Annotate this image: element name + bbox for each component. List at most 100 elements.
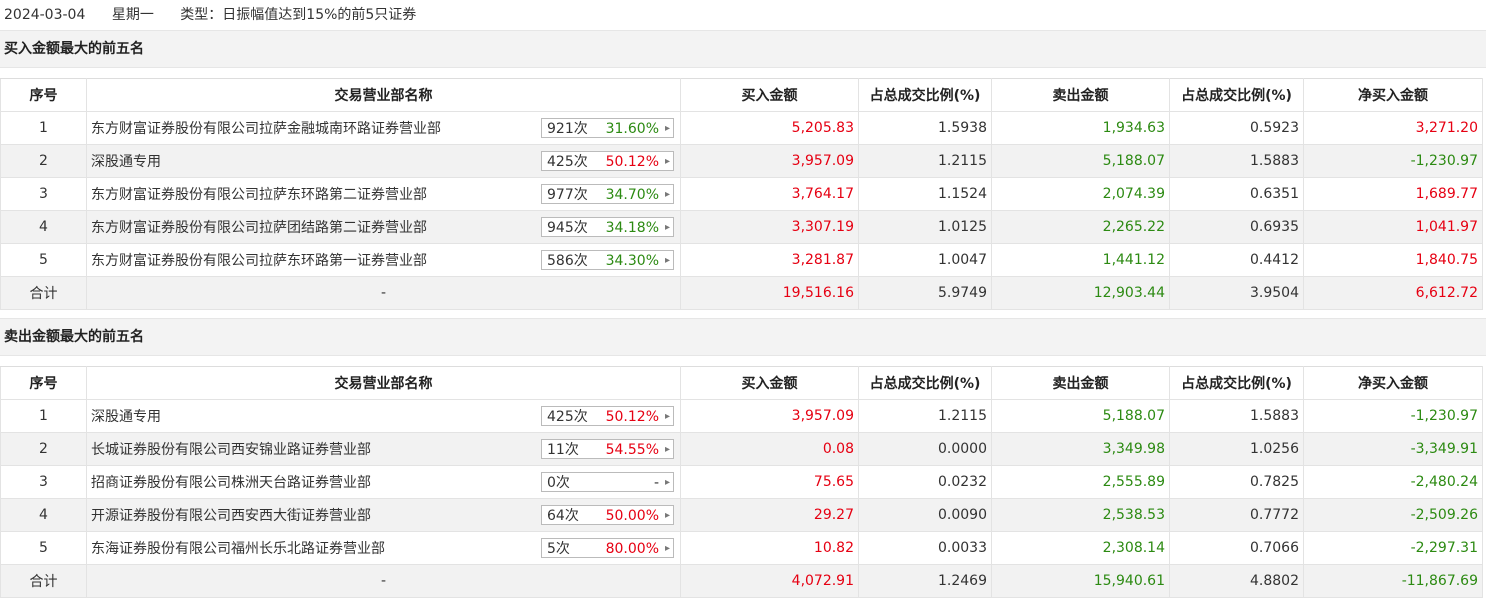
sell-amount: 2,538.53 (991, 498, 1170, 532)
buy-ratio: 1.2115 (858, 399, 992, 433)
sell-ratio: 1.5883 (1169, 399, 1304, 433)
broker-name-cell: 东海证券股份有限公司福州长乐北路证券营业部 5次 80.00% ▸ (86, 531, 681, 565)
table-row: 5 东方财富证券股份有限公司拉萨东环路第一证券营业部 586次 34.30% ▸ 3,28… (0, 243, 1483, 277)
on-list-stats-button[interactable]: 921次 31.60% ▸ (541, 118, 674, 138)
total-buy-amount: 4,072.91 (680, 564, 859, 598)
on-list-count: 64次 (547, 508, 579, 524)
col-buy-ratio: 占总成交比例(%) (858, 78, 992, 112)
col-net-buy: 净买入金额 (1303, 366, 1483, 400)
on-list-count: 945次 (547, 220, 588, 236)
on-list-stats-button[interactable]: 0次 - ▸ (541, 472, 674, 492)
col-sell-ratio: 占总成交比例(%) (1169, 366, 1304, 400)
broker-name-cell: 深股通专用 425次 50.12% ▸ (86, 144, 681, 178)
buy-amount: 29.27 (680, 498, 859, 532)
buy-amount: 10.82 (680, 531, 859, 565)
table-row: 1 东方财富证券股份有限公司拉萨金融城南环路证券营业部 921次 31.60% ▸ 5,2… (0, 111, 1483, 145)
buy-ratio: 0.0033 (858, 531, 992, 565)
net-buy-amount: 1,041.97 (1303, 210, 1483, 244)
on-list-stats-button[interactable]: 11次 54.55% ▸ (541, 439, 674, 459)
sell-amount: 5,188.07 (991, 399, 1170, 433)
buy-ratio: 1.0125 (858, 210, 992, 244)
on-list-stats-button[interactable]: 64次 50.00% ▸ (541, 505, 674, 525)
total-sell-amount: 12,903.44 (991, 276, 1170, 310)
total-net-buy: -11,867.69 (1303, 564, 1483, 598)
net-buy-amount: 1,689.77 (1303, 177, 1483, 211)
on-list-stats-button[interactable]: 425次 50.12% ▸ (541, 151, 674, 171)
buy-ratio: 1.1524 (858, 177, 992, 211)
total-sell-amount: 15,940.61 (991, 564, 1170, 598)
col-net-buy: 净买入金额 (1303, 78, 1483, 112)
broker-name[interactable]: 东方财富证券股份有限公司拉萨金融城南环路证券营业部 (91, 121, 441, 137)
table-row: 2 深股通专用 425次 50.12% ▸ 3,957.09 1.2115 5,188.07 1… (0, 144, 1483, 178)
on-list-count: 921次 (547, 121, 588, 137)
row-index: 3 (0, 465, 87, 499)
broker-name[interactable]: 东方财富证券股份有限公司拉萨东环路第一证券营业部 (91, 253, 427, 269)
broker-name-cell: 东方财富证券股份有限公司拉萨金融城南环路证券营业部 921次 31.60% ▸ (86, 111, 681, 145)
net-buy-amount: -1,230.97 (1303, 399, 1483, 433)
buy-ratio: 1.0047 (858, 243, 992, 277)
info-bar: 2024-03-04 星期一 类型：日振幅值达到15%的前5只证券 (0, 0, 1486, 30)
sell-amount: 2,265.22 (991, 210, 1170, 244)
chevron-right-icon: ▸ (664, 255, 670, 266)
broker-name[interactable]: 深股通专用 (91, 409, 161, 425)
col-sell-ratio: 占总成交比例(%) (1169, 78, 1304, 112)
on-list-stats-button[interactable]: 586次 34.30% ▸ (541, 250, 674, 270)
win-rate: 54.55% (605, 442, 659, 458)
table-row: 2 长城证券股份有限公司西安锦业路证券营业部 11次 54.55% ▸ 0.08 0.000… (0, 432, 1483, 466)
win-rate: 34.70% (605, 187, 659, 203)
buy-ratio: 0.0232 (858, 465, 992, 499)
net-buy-amount: -2,480.24 (1303, 465, 1483, 499)
row-index: 2 (0, 432, 87, 466)
on-list-stats-button[interactable]: 425次 50.12% ▸ (541, 406, 674, 426)
win-rate: 50.12% (605, 409, 659, 425)
sell-table-body: 1 深股通专用 425次 50.12% ▸ 3,957.09 1.2115 5,188.07 1… (0, 399, 1483, 598)
on-list-count: 11次 (547, 442, 579, 458)
col-broker-name: 交易营业部名称 (86, 78, 681, 112)
win-rate: - (653, 475, 659, 491)
broker-name-cell: 东方财富证券股份有限公司拉萨东环路第一证券营业部 586次 34.30% ▸ (86, 243, 681, 277)
broker-name-cell: 长城证券股份有限公司西安锦业路证券营业部 11次 54.55% ▸ (86, 432, 681, 466)
row-index: 5 (0, 531, 87, 565)
col-index: 序号 (0, 366, 87, 400)
row-index: 3 (0, 177, 87, 211)
total-sell-ratio: 3.9504 (1169, 276, 1304, 310)
broker-name[interactable]: 招商证券股份有限公司株洲天台路证券营业部 (91, 475, 371, 491)
col-broker-name: 交易营业部名称 (86, 366, 681, 400)
sell-amount: 2,555.89 (991, 465, 1170, 499)
on-list-count: 5次 (547, 541, 570, 557)
buy-section-title: 买入金额最大的前五名 (0, 30, 1486, 68)
row-index: 5 (0, 243, 87, 277)
broker-name[interactable]: 东方财富证券股份有限公司拉萨团结路第二证券营业部 (91, 220, 427, 236)
table-row: 4 东方财富证券股份有限公司拉萨团结路第二证券营业部 945次 34.18% ▸ 3,30… (0, 210, 1483, 244)
broker-name[interactable]: 东方财富证券股份有限公司拉萨东环路第二证券营业部 (91, 187, 427, 203)
sell-amount: 1,934.63 (991, 111, 1170, 145)
net-buy-amount: 1,840.75 (1303, 243, 1483, 277)
total-sell-ratio: 4.8802 (1169, 564, 1304, 598)
type-label: 类型：日振幅值达到15%的前5只证券 (180, 7, 417, 23)
buy-amount: 0.08 (680, 432, 859, 466)
total-label: 合计 (0, 564, 87, 598)
chevron-right-icon: ▸ (664, 189, 670, 200)
on-list-stats-button[interactable]: 5次 80.00% ▸ (541, 538, 674, 558)
on-list-count: 977次 (547, 187, 588, 203)
broker-name[interactable]: 长城证券股份有限公司西安锦业路证券营业部 (91, 442, 371, 458)
broker-name[interactable]: 东海证券股份有限公司福州长乐北路证券营业部 (91, 541, 385, 557)
win-rate: 34.18% (605, 220, 659, 236)
sell-amount: 5,188.07 (991, 144, 1170, 178)
broker-name[interactable]: 开源证券股份有限公司西安西大街证券营业部 (91, 508, 371, 524)
sell-ratio: 0.7825 (1169, 465, 1304, 499)
buy-top5-table: 序号 交易营业部名称 买入金额 占总成交比例(%) 卖出金额 占总成交比例(%)… (0, 78, 1483, 310)
chevron-right-icon: ▸ (664, 123, 670, 134)
chevron-right-icon: ▸ (664, 156, 670, 167)
buy-amount: 3,764.17 (680, 177, 859, 211)
row-index: 2 (0, 144, 87, 178)
sell-ratio: 0.6351 (1169, 177, 1304, 211)
on-list-stats-button[interactable]: 945次 34.18% ▸ (541, 217, 674, 237)
chevron-right-icon: ▸ (664, 477, 670, 488)
buy-ratio: 0.0090 (858, 498, 992, 532)
sell-ratio: 1.0256 (1169, 432, 1304, 466)
broker-name[interactable]: 深股通专用 (91, 154, 161, 170)
on-list-stats-button[interactable]: 977次 34.70% ▸ (541, 184, 674, 204)
row-index: 1 (0, 111, 87, 145)
win-rate: 50.12% (605, 154, 659, 170)
